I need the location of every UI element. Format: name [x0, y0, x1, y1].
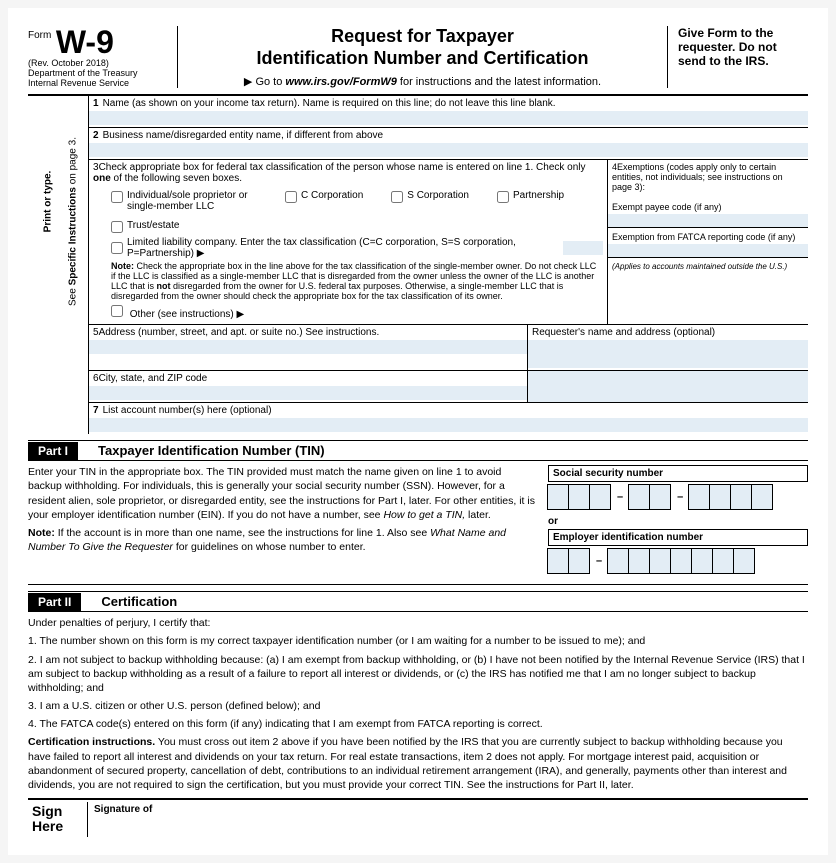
line-7: 7 List account number(s) here (optional)	[89, 403, 808, 434]
form-w9-page: Form W-9 (Rev. October 2018) Department …	[8, 8, 828, 855]
line-1: 1 Name (as shown on your income tax retur…	[89, 96, 808, 128]
requester-label: Requester's name and address (optional)	[532, 327, 715, 338]
chk-c-corp[interactable]: C Corporation	[285, 190, 363, 212]
line-5-input[interactable]	[89, 340, 527, 354]
chk-c-corp-box[interactable]	[285, 191, 297, 203]
cert-intro: Under penalties of perjury, I certify th…	[28, 616, 808, 630]
tin-section: Enter your TIN in the appropriate box. T…	[28, 461, 808, 585]
requester-input[interactable]	[528, 340, 808, 368]
part-2-title: Certification	[101, 592, 177, 611]
cert-item-1: 1. The number shown on this form is my c…	[28, 634, 808, 648]
line-6: 6City, state, and ZIP code	[89, 371, 528, 402]
chk-llc[interactable]: Limited liability company. Enter the tax…	[111, 237, 603, 259]
exempt-payee-input[interactable]	[608, 214, 808, 228]
part-1-title: Taxpayer Identification Number (TIN)	[98, 441, 325, 460]
or-label: or	[548, 516, 808, 527]
side-label-inner: See Specific Instructions on page 3.	[58, 96, 88, 434]
line-2-num: 2	[93, 130, 99, 141]
goto-prefix: ▶ Go to	[244, 76, 285, 88]
line-5-text: Address (number, street, and apt. or sui…	[99, 327, 380, 338]
sign-row: Sign Here Signature of	[28, 798, 808, 837]
chk-trust-box[interactable]	[111, 221, 123, 233]
line-1-num: 1	[93, 98, 99, 109]
goto-url: www.irs.gov/FormW9	[285, 76, 396, 88]
requester-block: Requester's name and address (optional)	[528, 325, 808, 370]
requester-block-2[interactable]	[528, 371, 808, 402]
header-left: Form W-9 (Rev. October 2018) Department …	[28, 26, 178, 88]
line-3-4: 3Check appropriate box for federal tax c…	[89, 160, 808, 325]
form-label: Form	[28, 30, 51, 41]
fatca-input[interactable]	[608, 244, 808, 258]
llc-classification-input[interactable]	[563, 241, 603, 255]
part-1-tag: Part I	[28, 442, 78, 460]
certification-text: Under penalties of perjury, I certify th…	[28, 616, 808, 792]
line-2-input[interactable]	[89, 143, 808, 157]
line-3: 3Check appropriate box for federal tax c…	[89, 160, 608, 324]
fatca-footnote: (Applies to accounts maintained outside …	[612, 262, 804, 271]
chk-other[interactable]: Other (see instructions) ▶	[111, 305, 603, 320]
tin-entry: Social security number – – or Employer i…	[548, 465, 808, 580]
dept-line-1: Department of the Treasury	[28, 68, 169, 78]
line-7-input[interactable]	[89, 418, 808, 432]
line-5: 5Address (number, street, and apt. or su…	[89, 325, 528, 370]
line-6-text: City, state, and ZIP code	[99, 373, 208, 384]
chk-partnership[interactable]: Partnership	[497, 190, 564, 212]
sign-here-label: Sign Here	[28, 802, 88, 837]
print-or-type: Print or type.	[43, 112, 54, 292]
dept-line-2: Internal Revenue Service	[28, 78, 169, 88]
line-1-text: Name (as shown on your income tax return…	[103, 98, 556, 109]
line-5-row: 5Address (number, street, and apt. or su…	[89, 325, 808, 371]
tin-instructions: Enter your TIN in the appropriate box. T…	[28, 465, 548, 580]
title-line-1: Request for Taxpayer	[198, 26, 647, 48]
header-center: Request for Taxpayer Identification Numb…	[178, 26, 668, 88]
chk-individual[interactable]: Individual/sole proprietor or single-mem…	[111, 190, 257, 212]
line-2: 2 Business name/disregarded entity name, …	[89, 128, 808, 160]
line-4-text: Exemptions (codes apply only to certain …	[612, 162, 783, 192]
main-box: 1 Name (as shown on your income tax retur…	[88, 96, 808, 434]
chk-partnership-box[interactable]	[497, 191, 509, 203]
ssn-label: Social security number	[548, 465, 808, 482]
ssn-grid[interactable]: – –	[548, 484, 808, 510]
chk-s-corp-box[interactable]	[391, 191, 403, 203]
part-2-bar: Part II Certification	[28, 591, 808, 612]
llc-label: Limited liability company. Enter the tax…	[127, 237, 559, 259]
fatca-label: Exemption from FATCA reporting code (if …	[612, 232, 804, 242]
side-label-outer: Print or type.	[28, 96, 58, 434]
line-7-text: List account number(s) here (optional)	[103, 405, 272, 416]
chk-s-corp[interactable]: S Corporation	[391, 190, 469, 212]
part-2-tag: Part II	[28, 593, 81, 611]
ein-grid[interactable]: –	[548, 548, 808, 574]
line-1-input[interactable]	[89, 111, 808, 125]
part-1-bar: Part I Taxpayer Identification Number (T…	[28, 440, 808, 461]
ein-label: Employer identification number	[548, 529, 808, 546]
form-header: Form W-9 (Rev. October 2018) Department …	[28, 26, 808, 96]
goto-suffix: for instructions and the latest informat…	[397, 76, 601, 88]
body-wrap: Print or type. See Specific Instructions…	[28, 96, 808, 434]
line-7-num: 7	[93, 405, 99, 416]
chk-individual-box[interactable]	[111, 191, 123, 203]
exempt-payee-label: Exempt payee code (if any)	[612, 202, 804, 212]
cert-item-2: 2. I am not subject to backup withholdin…	[28, 653, 808, 696]
line-2-text: Business name/disregarded entity name, i…	[103, 130, 384, 141]
cert-instructions: Certification instructions. You must cro…	[28, 735, 808, 792]
line-6-row: 6City, state, and ZIP code	[89, 371, 808, 403]
revision: (Rev. October 2018)	[28, 58, 169, 68]
other-label: Other (see instructions) ▶	[130, 309, 244, 320]
llc-note: Note: Check the appropriate box in the l…	[111, 261, 603, 301]
signature-label: Signature of	[88, 802, 808, 837]
title-line-2: Identification Number and Certification	[198, 48, 647, 70]
goto-line: ▶ Go to www.irs.gov/FormW9 for instructi…	[198, 75, 647, 88]
classification-checks: Individual/sole proprietor or single-mem…	[111, 190, 603, 233]
header-right: Give Form to the requester. Do not send …	[668, 26, 808, 88]
line-3-text: Check appropriate box for federal tax cl…	[93, 162, 586, 184]
chk-llc-box[interactable]	[111, 242, 123, 254]
chk-trust[interactable]: Trust/estate	[111, 220, 179, 233]
cert-item-3: 3. I am a U.S. citizen or other U.S. per…	[28, 699, 808, 713]
see-instructions: See Specific Instructions on page 3.	[68, 107, 79, 337]
cert-item-4: 4. The FATCA code(s) entered on this for…	[28, 717, 808, 731]
line-6-input[interactable]	[89, 386, 527, 400]
chk-other-box[interactable]	[111, 305, 123, 317]
line-4: 4Exemptions (codes apply only to certain…	[608, 160, 808, 324]
form-code: W-9	[56, 24, 114, 60]
